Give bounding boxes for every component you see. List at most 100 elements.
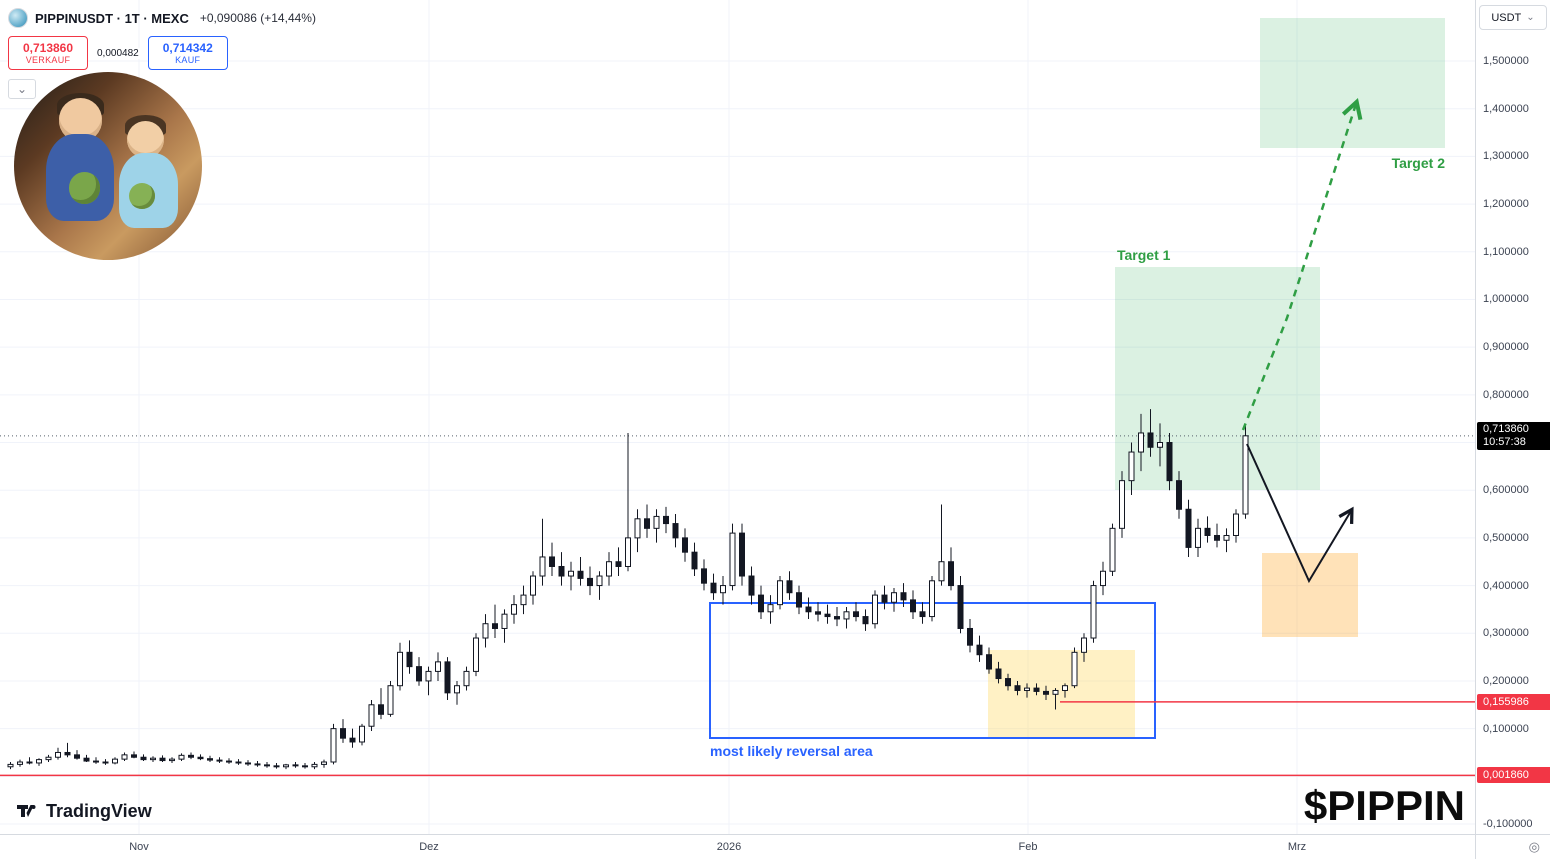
- buy-button[interactable]: 0,714342 KAUF: [147, 36, 228, 70]
- time-axis[interactable]: Nov Dez 2026 Feb Mrz: [0, 834, 1475, 859]
- candle-body: [777, 580, 783, 606]
- pippin-watermark: $PIPPIN: [1303, 782, 1465, 829]
- candle-body: [112, 758, 118, 764]
- projection-arrow[interactable]: [1241, 97, 1363, 431]
- pullback-box[interactable]: [1262, 553, 1358, 637]
- time-tick-label: Nov: [129, 841, 149, 853]
- avatar-art: [68, 171, 101, 204]
- profile-avatar: [14, 72, 202, 260]
- price-tick-label: 1,300000: [1483, 150, 1529, 163]
- candle-body: [615, 561, 622, 567]
- candle-body: [406, 651, 413, 668]
- time-tick-label: Dez: [419, 841, 439, 853]
- candle-body: [17, 761, 23, 765]
- candle-body: [815, 611, 821, 615]
- candle-body: [425, 670, 432, 682]
- candle-body: [995, 668, 1002, 680]
- candle-body: [45, 756, 52, 761]
- collapse-toolbar-button[interactable]: ⌄: [8, 79, 36, 99]
- candle-body: [1138, 432, 1144, 453]
- candle-body: [93, 760, 99, 763]
- candle-body: [672, 523, 679, 539]
- reversal-area-label[interactable]: most likely reversal area: [710, 743, 873, 759]
- candle-body: [1090, 585, 1097, 639]
- candle-body: [292, 764, 299, 767]
- candle-body: [729, 532, 736, 587]
- price-tick-label: -0,100000: [1483, 818, 1533, 830]
- candle-body: [463, 670, 470, 687]
- candle-body: [1157, 442, 1163, 448]
- candle-body: [900, 592, 907, 601]
- candle-body: [311, 763, 318, 768]
- candle-body: [368, 704, 375, 727]
- candle-body: [1166, 442, 1173, 482]
- candle-body: [967, 627, 973, 646]
- candle-body: [758, 594, 764, 613]
- candle-body: [511, 604, 517, 615]
- symbol-logo-icon: [8, 8, 28, 28]
- sell-button[interactable]: 0,713860 VERKAUF: [8, 36, 88, 70]
- candle-body: [387, 685, 394, 715]
- candle-body: [872, 594, 878, 625]
- candlestick-chart[interactable]: Target 1 Target 2 most likely reversal are…: [0, 0, 1475, 834]
- candle-body: [159, 757, 166, 762]
- candle-body: [748, 575, 755, 596]
- candle-body: [349, 737, 356, 743]
- target2-label[interactable]: Target 2: [1392, 155, 1446, 171]
- candle-body: [1185, 508, 1192, 548]
- candle-body: [216, 759, 223, 762]
- candle-body: [634, 518, 641, 539]
- candle-body: [444, 661, 451, 694]
- candle-body: [1233, 513, 1239, 536]
- candle-body: [691, 551, 698, 570]
- candle-body: [416, 666, 422, 682]
- candle-body: [321, 761, 327, 765]
- price-axis[interactable]: USDT ⌄ 1,500000 1,400000 1,300000 1,200000 1…: [1475, 0, 1550, 834]
- candle-body: [739, 532, 745, 577]
- candle-body: [64, 751, 71, 756]
- candle-body: [929, 580, 935, 618]
- buy-label: KAUF: [175, 55, 201, 65]
- candle-body: [197, 756, 204, 760]
- accumulation-box[interactable]: [988, 650, 1135, 738]
- candle-body: [720, 585, 726, 594]
- candle-body: [150, 757, 156, 761]
- level-price-badge: 0,155986: [1477, 693, 1550, 710]
- avatar-art: [128, 182, 155, 210]
- price-tick-label: 0,600000: [1483, 484, 1529, 497]
- price-tick-label: 0,300000: [1483, 627, 1529, 640]
- candle-body: [1024, 687, 1030, 691]
- candle-body: [340, 728, 346, 739]
- chart-canvas[interactable]: Target 1 Target 2 most likely reversal are…: [0, 0, 1475, 834]
- price-tick-label: 1,400000: [1483, 102, 1529, 115]
- candle-body: [957, 585, 964, 629]
- target1-box[interactable]: [1115, 267, 1320, 490]
- candle-body: [520, 594, 527, 606]
- target1-label[interactable]: Target 1: [1117, 247, 1171, 263]
- target2-box[interactable]: [1260, 18, 1445, 148]
- tradingview-logo[interactable]: TradingView: [16, 800, 152, 822]
- candle-body: [1033, 687, 1040, 692]
- candle-body: [1204, 527, 1211, 536]
- candle-body: [910, 599, 916, 613]
- candle-body: [454, 685, 460, 694]
- candle-body: [881, 594, 888, 603]
- candle-body: [539, 556, 546, 577]
- currency-selector-button[interactable]: USDT ⌄: [1479, 5, 1547, 30]
- candle-body: [644, 518, 650, 529]
- candle-body: [1195, 527, 1201, 548]
- tradingview-logo-icon: [17, 805, 36, 817]
- price-tick-label: 1,200000: [1483, 198, 1529, 211]
- time-tick-label: Feb: [1018, 841, 1038, 853]
- time-tick-label: Mrz: [1287, 841, 1307, 853]
- price-tick-label: 0,400000: [1483, 579, 1529, 592]
- candle-body: [663, 515, 669, 525]
- candle-body: [83, 757, 90, 762]
- settings-icon[interactable]: ◎: [1528, 839, 1540, 854]
- pullback-arrow[interactable]: [1246, 443, 1354, 584]
- candle-body: [1014, 685, 1021, 691]
- candle-body: [843, 611, 850, 620]
- candle-body: [378, 704, 384, 715]
- price-tick-label: 0,100000: [1483, 722, 1529, 735]
